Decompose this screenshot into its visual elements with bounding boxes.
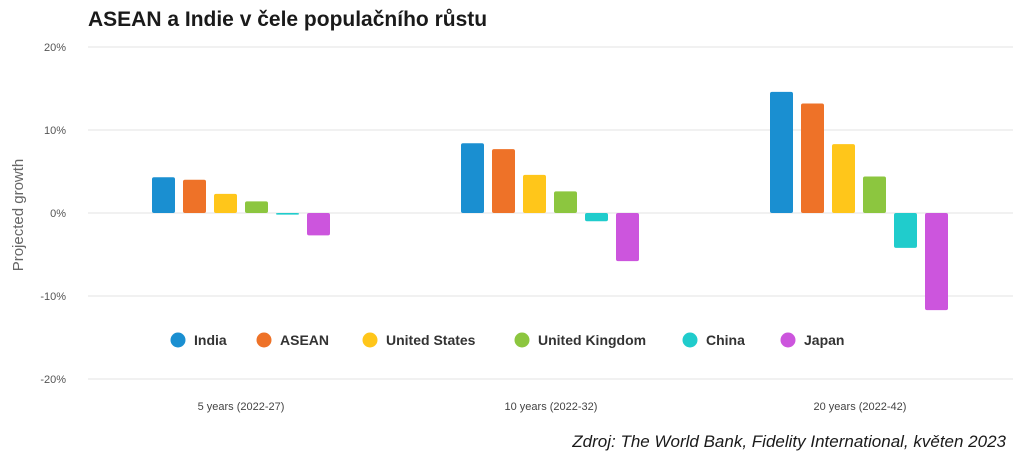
x-category-label: 10 years (2022-32) bbox=[505, 401, 598, 413]
bar-india-3 bbox=[770, 91, 793, 213]
y-axis-ticks: 20% 10% 0% -10% -20% bbox=[40, 42, 66, 386]
legend-item: Japan bbox=[780, 332, 844, 348]
y-axis-label: Projected growth bbox=[10, 159, 27, 272]
bar-united-states-1 bbox=[214, 193, 237, 213]
legend-label: United Kingdom bbox=[538, 332, 646, 348]
bar-india-1 bbox=[152, 177, 175, 213]
bar-japan-3 bbox=[925, 213, 948, 311]
y-tick-label: 0% bbox=[50, 208, 66, 220]
bar-united-states-2 bbox=[523, 174, 546, 213]
bar-united-kingdom-3 bbox=[863, 176, 886, 213]
bar-asean-3 bbox=[801, 103, 824, 213]
legend-marker bbox=[682, 332, 698, 348]
source-note: Zdroj: The World Bank, Fidelity Internat… bbox=[572, 432, 1006, 451]
legend-marker bbox=[780, 332, 796, 348]
bar-asean-1 bbox=[183, 179, 206, 213]
bar-united-states-3 bbox=[832, 144, 855, 213]
bar-china-2 bbox=[585, 213, 608, 222]
legend-label: Japan bbox=[804, 332, 844, 348]
y-tick-label: -20% bbox=[40, 374, 66, 386]
legend-marker bbox=[514, 332, 530, 348]
legend-item: United States bbox=[362, 332, 476, 348]
legend-item: India bbox=[170, 332, 227, 348]
legend-item: China bbox=[682, 332, 745, 348]
bar-china-1 bbox=[276, 213, 299, 215]
bars bbox=[152, 91, 948, 311]
legend-item: United Kingdom bbox=[514, 332, 646, 348]
legend-marker bbox=[170, 332, 186, 348]
y-tick-label: -10% bbox=[40, 291, 66, 303]
bar-china-3 bbox=[894, 213, 917, 248]
x-category-label: 20 years (2022-42) bbox=[814, 401, 907, 413]
bar-asean-2 bbox=[492, 149, 515, 213]
y-tick-label: 10% bbox=[44, 125, 66, 137]
legend-marker bbox=[256, 332, 272, 348]
y-tick-label: 20% bbox=[44, 42, 66, 54]
gridlines bbox=[88, 46, 1013, 380]
legend-label: ASEAN bbox=[280, 332, 329, 348]
legend-label: India bbox=[194, 332, 227, 348]
legend-label: China bbox=[706, 332, 745, 348]
bar-japan-2 bbox=[616, 213, 639, 262]
legend-item: ASEAN bbox=[256, 332, 329, 348]
x-axis-categories: 5 years (2022-27) 10 years (2022-32) 20 ye… bbox=[198, 401, 907, 413]
chart-title: ASEAN a Indie v čele populačního růstu bbox=[88, 8, 488, 31]
bar-india-2 bbox=[461, 143, 484, 213]
bar-japan-1 bbox=[307, 213, 330, 236]
bar-united-kingdom-1 bbox=[245, 201, 268, 213]
x-category-label: 5 years (2022-27) bbox=[198, 401, 285, 413]
legend: India ASEAN United States United Kingdom Chi… bbox=[170, 332, 844, 348]
bar-united-kingdom-2 bbox=[554, 191, 577, 213]
legend-marker bbox=[362, 332, 378, 348]
legend-label: United States bbox=[386, 332, 476, 348]
